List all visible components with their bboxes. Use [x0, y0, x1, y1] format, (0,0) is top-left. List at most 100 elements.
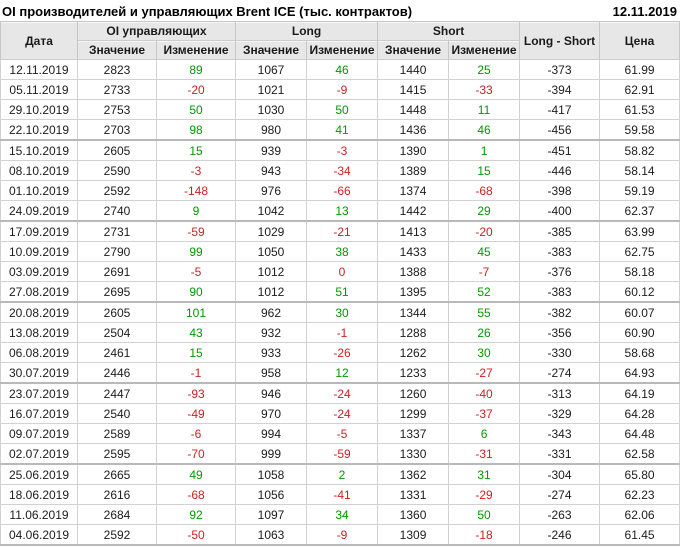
short-value-cell: 1413 — [377, 220, 450, 242]
table-row: 20.08.2019 2605 101 962 30 1344 55 -382 60.07 — [0, 301, 680, 323]
short-change-cell: 1 — [448, 139, 521, 161]
oi-change-cell: -59 — [155, 220, 237, 242]
oi-value-cell: 2447 — [77, 382, 157, 404]
date-cell: 11.06.2019 — [0, 504, 78, 525]
oi-value-cell: 2605 — [77, 139, 157, 161]
table-row: 02.07.2019 2595 -70 999 -59 1330 -31 -331 62.58 — [0, 443, 680, 465]
long-value-cell: 970 — [235, 403, 308, 424]
date-cell: 04.06.2019 — [0, 524, 78, 546]
oi-value-cell: 2446 — [77, 362, 157, 384]
short-change-cell: -68 — [448, 180, 521, 201]
table-row: 15.10.2019 2605 15 939 -3 1390 1 -451 58.82 — [0, 139, 680, 161]
long-change-cell: 34 — [306, 504, 379, 525]
short-change-cell: -7 — [448, 261, 521, 282]
long-change-cell: 50 — [306, 99, 379, 120]
long-value-cell: 932 — [235, 322, 308, 343]
short-value-cell: 1362 — [377, 463, 450, 485]
long-change-cell: 13 — [306, 200, 379, 222]
price-cell: 64.19 — [599, 382, 680, 404]
oi-value-cell: 2731 — [77, 220, 157, 242]
short-value-cell: 1442 — [377, 200, 450, 222]
short-value-cell: 1360 — [377, 504, 450, 525]
long-short-cell: -274 — [519, 484, 601, 505]
long-change-cell: -24 — [306, 382, 379, 404]
oi-data-table: Дата OI управляющих Long Short Long - Sh… — [0, 21, 680, 546]
short-value-cell: 1415 — [377, 79, 450, 100]
long-change-cell: -3 — [306, 139, 379, 161]
long-value-cell: 1030 — [235, 99, 308, 120]
long-value-cell: 980 — [235, 119, 308, 141]
short-change-cell: 30 — [448, 342, 521, 363]
long-value-cell: 1012 — [235, 281, 308, 303]
oi-change-cell: -1 — [155, 362, 237, 384]
long-short-cell: -383 — [519, 241, 601, 262]
long-change-cell: -9 — [306, 524, 379, 546]
table-row: 04.06.2019 2592 -50 1063 -9 1309 -18 -246 61.45 — [0, 524, 680, 546]
price-cell: 60.07 — [599, 301, 680, 323]
oi-change-cell: 90 — [155, 281, 237, 303]
oi-value-cell: 2733 — [77, 79, 157, 100]
short-change-cell: 31 — [448, 463, 521, 485]
short-value-cell: 1433 — [377, 241, 450, 262]
oi-change-cell: 49 — [155, 463, 237, 485]
table-row: 11.06.2019 2684 92 1097 34 1360 50 -263 62.06 — [0, 504, 680, 525]
short-value-cell: 1299 — [377, 403, 450, 424]
oi-value-cell: 2592 — [77, 524, 157, 546]
oi-value-cell: 2790 — [77, 241, 157, 262]
oi-value-cell: 2605 — [77, 301, 157, 323]
short-change-cell: -40 — [448, 382, 521, 404]
date-cell: 25.06.2019 — [0, 463, 78, 485]
long-change-cell: 51 — [306, 281, 379, 303]
column-header-long-short: Long - Short — [519, 21, 601, 60]
long-value-cell: 976 — [235, 180, 308, 201]
oi-value-cell: 2695 — [77, 281, 157, 303]
date-cell: 17.09.2019 — [0, 220, 78, 242]
column-header-short-change: Изменение — [448, 40, 521, 60]
long-short-cell: -329 — [519, 403, 601, 424]
long-short-cell: -331 — [519, 443, 601, 465]
short-change-cell: 15 — [448, 160, 521, 181]
long-change-cell: 41 — [306, 119, 379, 141]
long-change-cell: -41 — [306, 484, 379, 505]
oi-change-cell: 99 — [155, 241, 237, 262]
price-cell: 62.06 — [599, 504, 680, 525]
short-value-cell: 1330 — [377, 443, 450, 465]
table-row: 09.07.2019 2589 -6 994 -5 1337 6 -343 64.48 — [0, 423, 680, 444]
table-row: 18.06.2019 2616 -68 1056 -41 1331 -29 -274 62.23 — [0, 484, 680, 505]
short-value-cell: 1344 — [377, 301, 450, 323]
short-change-cell: 6 — [448, 423, 521, 444]
table-row: 08.10.2019 2590 -3 943 -34 1389 15 -446 58.14 — [0, 160, 680, 181]
price-cell: 59.19 — [599, 180, 680, 201]
table-row: 22.10.2019 2703 98 980 41 1436 46 -456 59.58 — [0, 119, 680, 141]
long-value-cell: 1021 — [235, 79, 308, 100]
long-short-cell: -263 — [519, 504, 601, 525]
oi-change-cell: 101 — [155, 301, 237, 323]
short-value-cell: 1262 — [377, 342, 450, 363]
date-cell: 20.08.2019 — [0, 301, 78, 323]
price-cell: 62.37 — [599, 200, 680, 222]
price-cell: 62.91 — [599, 79, 680, 100]
long-short-cell: -246 — [519, 524, 601, 546]
long-value-cell: 1050 — [235, 241, 308, 262]
date-cell: 08.10.2019 — [0, 160, 78, 181]
long-short-cell: -385 — [519, 220, 601, 242]
long-change-cell: -59 — [306, 443, 379, 465]
price-cell: 61.45 — [599, 524, 680, 546]
price-cell: 61.99 — [599, 59, 680, 80]
date-cell: 18.06.2019 — [0, 484, 78, 505]
oi-value-cell: 2461 — [77, 342, 157, 363]
column-header-price: Цена — [599, 21, 680, 60]
title-bar: OI производителей и управляющих Brent IC… — [0, 0, 680, 21]
column-group-short: Short — [377, 21, 521, 41]
table-row: 10.09.2019 2790 99 1050 38 1433 45 -383 62.75 — [0, 241, 680, 262]
price-cell: 62.75 — [599, 241, 680, 262]
column-header-short-value: Значение — [377, 40, 450, 60]
long-value-cell: 994 — [235, 423, 308, 444]
short-value-cell: 1309 — [377, 524, 450, 546]
oi-change-cell: -93 — [155, 382, 237, 404]
long-short-cell: -417 — [519, 99, 601, 120]
oi-change-cell: 15 — [155, 139, 237, 161]
price-cell: 61.53 — [599, 99, 680, 120]
short-value-cell: 1260 — [377, 382, 450, 404]
